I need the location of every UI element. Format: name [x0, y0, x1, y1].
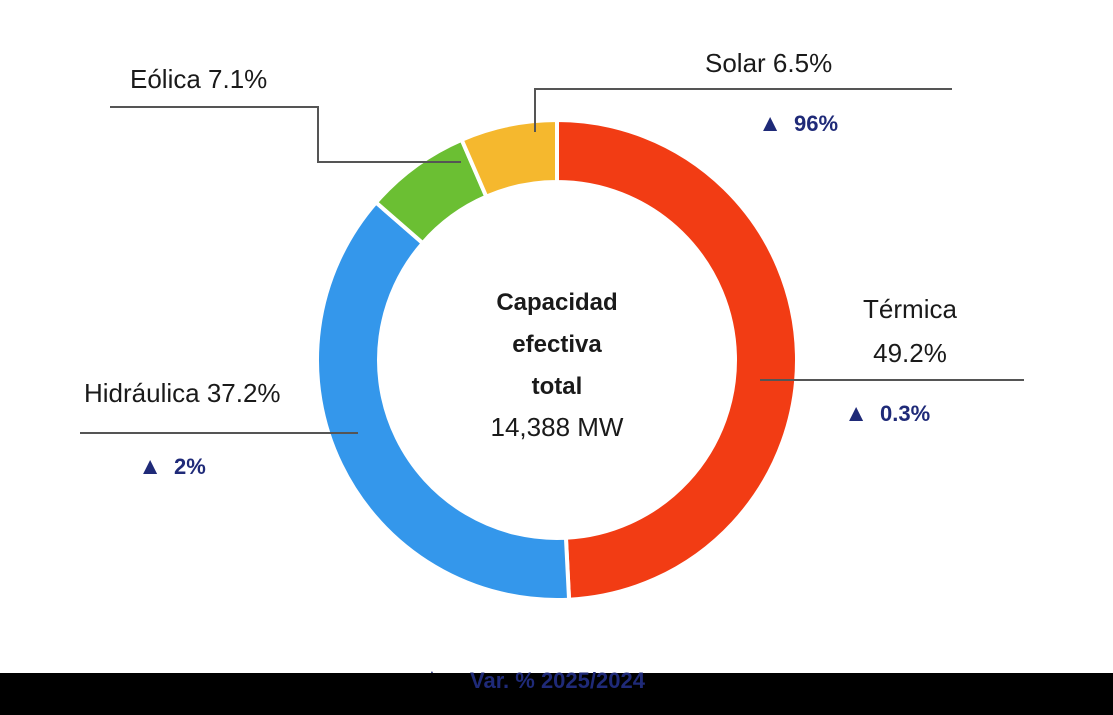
label-hidraulica-line-1: Hidráulica 37.2% — [84, 378, 281, 408]
leader-line-solar — [534, 88, 952, 132]
label-solar-line-1: Solar 6.5% — [705, 48, 832, 78]
leader-line-eolica — [110, 106, 461, 163]
center-label-line-1: Capacidad — [496, 289, 617, 316]
center-label: Capacidad efectiva total 14,388 MW — [491, 289, 624, 442]
triangle-up-icon: ▲ — [138, 453, 162, 480]
donut-slices — [315, 117, 799, 602]
label-termica-line-2: 49.2% — [873, 338, 947, 368]
change-termica: 0.3% — [880, 401, 930, 426]
change-solar: 96% — [794, 111, 838, 136]
center-label-line-3: total — [532, 373, 583, 400]
slice-solar — [459, 117, 559, 200]
center-total-value: 14,388 MW — [491, 412, 624, 442]
label-termica-line-1: Térmica — [863, 294, 957, 324]
label-eolica-line-1: Eólica 7.1% — [130, 64, 267, 94]
slice-termica — [555, 117, 799, 602]
footer-bar — [0, 673, 1113, 715]
leader-lines — [80, 88, 1024, 434]
slice-labels: Térmica 49.2% ▲ 0.3% Hidráulica 37.2% ▲ 2% Eóli… — [84, 48, 957, 480]
triangle-up-icon: ▲ — [844, 400, 868, 427]
center-label-line-2: efectiva — [512, 331, 602, 358]
change-hidraulica: 2% — [174, 454, 206, 479]
slice-hidraulica — [315, 199, 572, 602]
triangle-up-icon: ▲ — [758, 110, 782, 137]
